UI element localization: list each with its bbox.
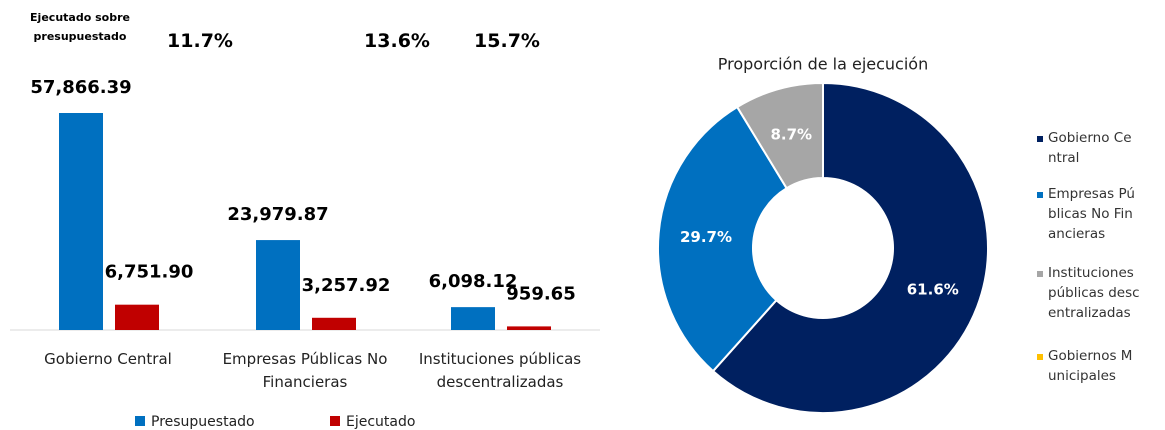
chart-title: Proporción de la ejecución [718,55,928,74]
legend-label: Instituciones públicas descentralizadas [1048,265,1140,321]
data-label: 23,979.87 [227,204,328,225]
legend-label: Empresas Públicas No Financieras [1048,186,1135,242]
bar [59,113,103,330]
x-tick-label: Empresas Públicas No Financieras [222,350,388,391]
bar [451,307,495,330]
bar [256,240,300,330]
legend-label: Presupuestado [151,414,255,430]
legend-swatch [330,416,340,426]
legend-swatch [1037,354,1043,360]
legend-swatch [1037,192,1043,198]
data-label: 8.7% [770,125,812,143]
data-label: 959.65 [506,283,575,304]
data-label: 6,098.12 [429,271,518,292]
bar [507,326,551,330]
legend-label: Gobierno Central [1048,130,1132,166]
ratio-label: 15.7% [474,30,540,52]
legend-label: Ejecutado [346,414,415,430]
legend-swatch [135,416,145,426]
data-label: 29.7% [680,228,732,246]
donut-slice [657,105,788,373]
x-tick-label: Gobierno Central [44,350,172,368]
ratio-label: 13.6% [364,30,430,52]
ratio-title: Ejecutado sobre presupuestado [30,11,130,43]
data-label: 61.6% [907,280,959,298]
ratio-label: 11.7% [167,30,233,52]
legend-swatch [1037,136,1043,142]
data-label: 57,866.39 [30,77,131,98]
donut-slice [711,81,989,414]
data-label: 6,751.90 [105,262,194,283]
data-label: 3,257.92 [302,275,391,296]
bar [115,304,159,330]
x-tick-label: Instituciones públicas descentralizadas [418,350,582,391]
legend-swatch [1037,271,1043,277]
legend-label: Gobiernos Municipales [1048,348,1133,384]
bar [312,317,356,330]
